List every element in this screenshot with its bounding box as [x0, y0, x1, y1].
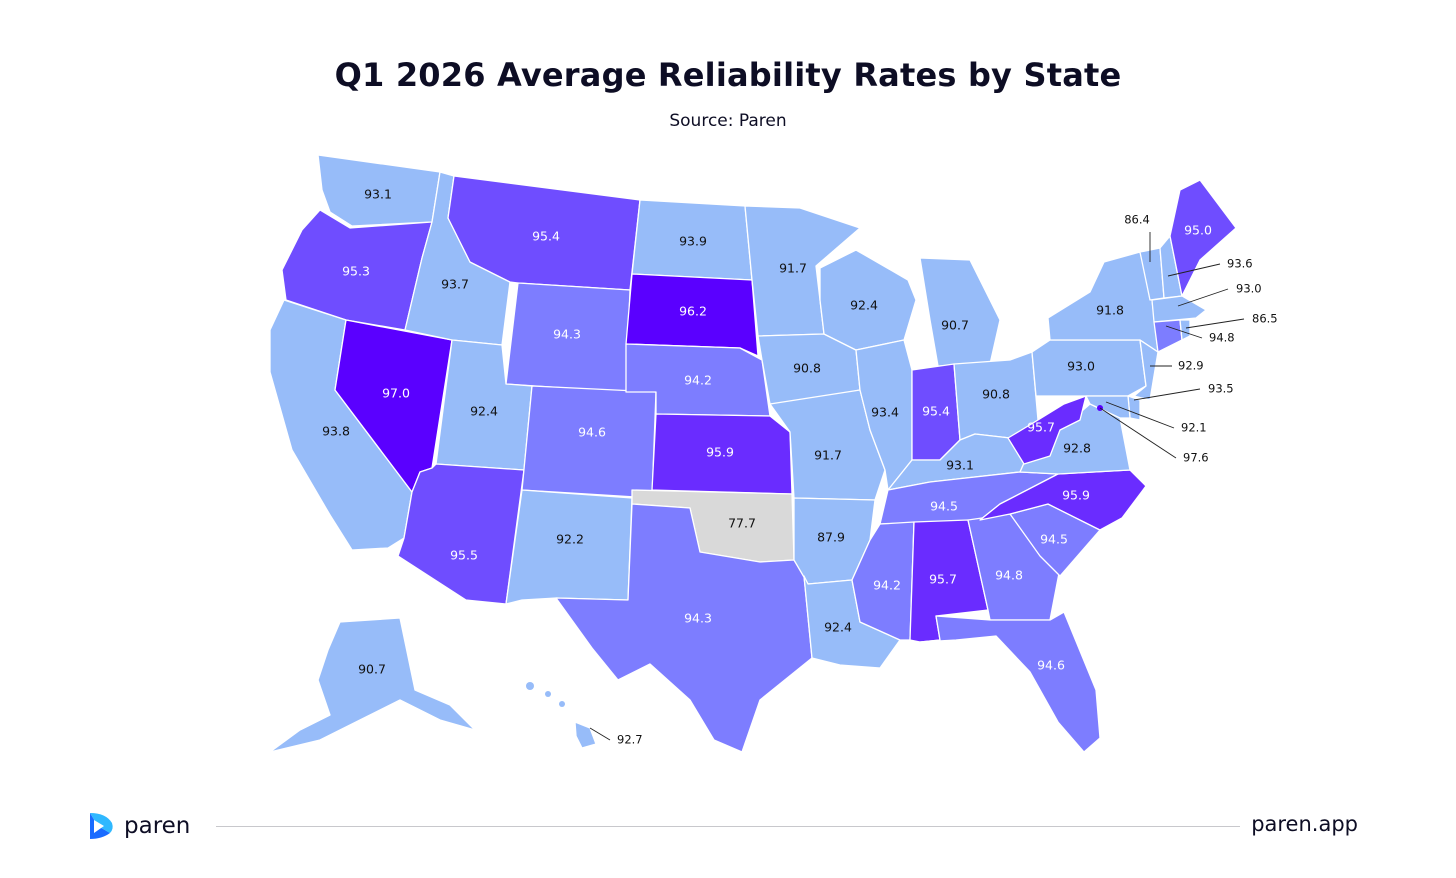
hawaii-island-1: [526, 682, 534, 690]
value-label-tx: 94.3: [684, 611, 712, 626]
hawaii-island-3: [559, 701, 565, 707]
value-label-wv: 95.7: [1027, 420, 1055, 435]
leader-line-ct: [1165, 325, 1203, 339]
state-fl: [919, 611, 1101, 753]
value-label-ma: 93.0: [1236, 282, 1262, 296]
value-label-fl: 94.6: [1037, 658, 1065, 673]
value-label-nv: 97.0: [382, 386, 410, 401]
value-label-tn: 94.5: [930, 499, 958, 514]
value-label-wi: 92.4: [850, 298, 878, 313]
chart-title: Q1 2026 Average Reliability Rates by Sta…: [334, 56, 1122, 94]
value-label-ia: 90.8: [793, 361, 821, 376]
value-label-ga: 94.8: [995, 568, 1023, 583]
value-label-ar: 87.9: [817, 530, 845, 545]
value-label-mn: 91.7: [779, 261, 807, 276]
value-label-nj: 92.9: [1178, 359, 1204, 373]
value-label-ny: 91.8: [1096, 303, 1124, 318]
value-label-nc: 95.9: [1062, 488, 1090, 503]
state-nm: [505, 489, 633, 605]
value-label-ut: 92.4: [470, 404, 498, 419]
state-shapes: [269, 154, 1237, 753]
value-label-sd: 96.2: [679, 304, 707, 319]
state-mi: [919, 257, 1001, 367]
value-label-id: 93.7: [441, 277, 469, 292]
state-ri: [1179, 319, 1191, 341]
value-label-ct: 94.8: [1209, 331, 1235, 345]
value-label-al: 95.7: [929, 572, 957, 587]
value-label-ok: 77.7: [728, 516, 756, 531]
value-label-ri: 86.5: [1252, 312, 1278, 326]
state-ma: [1151, 295, 1207, 323]
chart-subtitle: Source: Paren: [669, 111, 787, 131]
leader-line-ri: [1185, 318, 1245, 329]
state-nj: [1133, 339, 1159, 401]
value-label-vt: 86.4: [1124, 213, 1150, 227]
value-label-nm: 92.2: [556, 532, 584, 547]
value-label-me: 95.0: [1184, 223, 1212, 238]
value-label-az: 95.5: [450, 548, 478, 563]
leader-line-dc: [1099, 407, 1177, 459]
value-label-dc: 97.6: [1183, 451, 1209, 465]
value-label-mo: 91.7: [814, 448, 842, 463]
value-label-ks: 95.9: [706, 445, 734, 460]
value-label-co: 94.6: [578, 425, 606, 440]
paren-logo-icon: [90, 813, 113, 839]
paren-logo: paren: [84, 808, 190, 844]
value-label-de: 93.5: [1208, 382, 1234, 396]
value-label-mi: 90.7: [941, 318, 969, 333]
value-label-il: 93.4: [871, 405, 899, 420]
value-label-hi: 92.7: [617, 733, 643, 747]
brand-name: paren: [124, 813, 191, 839]
leader-line-hi: [589, 727, 611, 741]
state-wv: [1007, 395, 1087, 465]
state-co: [521, 385, 657, 499]
value-label-nd: 93.9: [679, 234, 707, 249]
value-label-mt: 95.4: [532, 229, 560, 244]
hawaii-island-2: [545, 691, 551, 697]
state-value-labels: 93.1 95.3 93.8 97.0 93.7 95.4 94.3 92.4 95.5 94.6…: [322, 187, 1278, 747]
value-label-ca: 93.8: [322, 424, 350, 439]
state-az: [397, 463, 525, 605]
leader-line-de: [1133, 388, 1201, 401]
state-ak: [269, 617, 476, 753]
value-label-ms: 94.2: [873, 578, 901, 593]
leader-line-md: [1105, 401, 1175, 429]
value-label-va: 92.8: [1063, 441, 1091, 456]
leader-line-ma: [1177, 288, 1229, 307]
value-label-md: 92.1: [1181, 421, 1207, 435]
value-label-nh: 93.6: [1227, 257, 1253, 271]
value-label-pa: 93.0: [1067, 359, 1095, 374]
state-md: [1085, 395, 1131, 419]
value-label-oh: 90.8: [982, 387, 1010, 402]
value-label-in: 95.4: [922, 404, 950, 419]
value-label-ky: 93.1: [946, 458, 974, 473]
state-ct: [1153, 319, 1183, 353]
value-label-or: 95.3: [342, 264, 370, 279]
value-label-wa: 93.1: [364, 187, 392, 202]
site-url: paren.app: [1251, 812, 1358, 836]
state-hi: [574, 721, 597, 749]
footer-divider: [216, 826, 1240, 827]
value-label-la: 92.4: [824, 620, 852, 635]
state-me: [1169, 179, 1237, 297]
state-sd: [625, 273, 759, 357]
value-label-sc: 94.5: [1040, 532, 1068, 547]
value-label-ne: 94.2: [684, 373, 712, 388]
value-label-ak: 90.7: [358, 662, 386, 677]
leader-line-nh: [1167, 263, 1221, 277]
state-ks: [651, 413, 793, 495]
value-label-wy: 94.3: [553, 327, 581, 342]
